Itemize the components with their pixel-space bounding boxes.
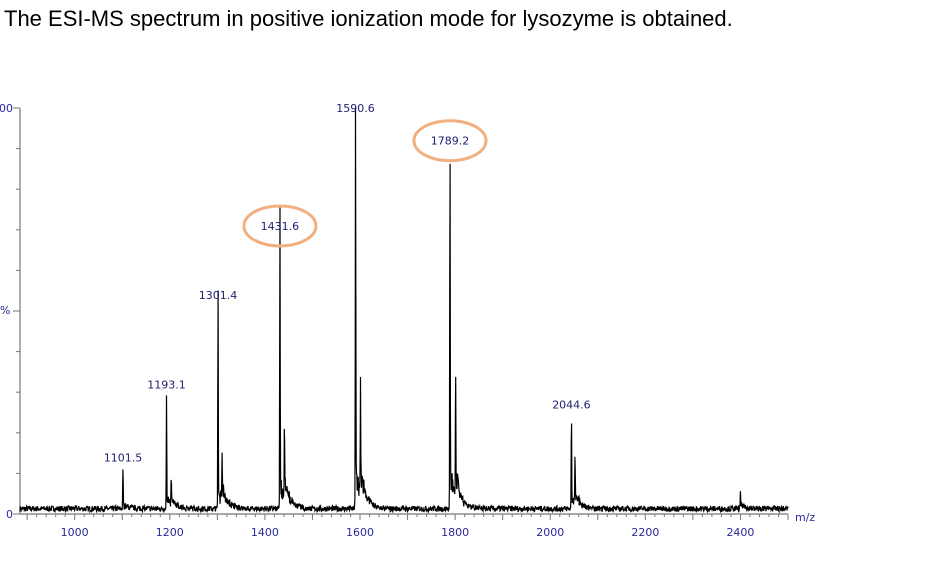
peak-label: 1789.2: [431, 135, 470, 148]
y-tick-100: 100: [0, 102, 13, 115]
highlight-circle: [412, 119, 488, 163]
x-tick-label: 1200: [156, 526, 184, 539]
x-tick-label: 1400: [251, 526, 279, 539]
y-axis-label: %: [0, 304, 10, 317]
peak-label: 1193.1: [147, 378, 186, 391]
x-tick-label: 1000: [61, 526, 89, 539]
y-tick-0: 0: [6, 508, 13, 521]
x-tick-label: 2400: [726, 526, 754, 539]
axes: 1000 1200 1400 1600 1800 2000 2200 2400: [13, 107, 789, 539]
x-tick-label: 1600: [346, 526, 374, 539]
peak-labels: 1101.5 1193.1 1301.4 1431.6 1590.6 1789.2 2044…: [104, 102, 591, 464]
peak-label: 1301.4: [199, 289, 238, 302]
spectrum-trace: [19, 107, 789, 514]
highlight-circle: [242, 204, 318, 248]
peak-label: 1101.5: [104, 451, 143, 464]
question-text: The ESI-MS spectrum in positive ionizati…: [4, 6, 733, 31]
x-tick-label: 1800: [441, 526, 469, 539]
peak-label: 2044.6: [552, 399, 591, 412]
peak-label: 1590.6: [336, 102, 375, 115]
peak-label: 1431.6: [261, 220, 300, 233]
x-tick-label: 2200: [631, 526, 659, 539]
x-tick-label: 2000: [536, 526, 564, 539]
x-axis-label: m/z: [795, 511, 815, 524]
